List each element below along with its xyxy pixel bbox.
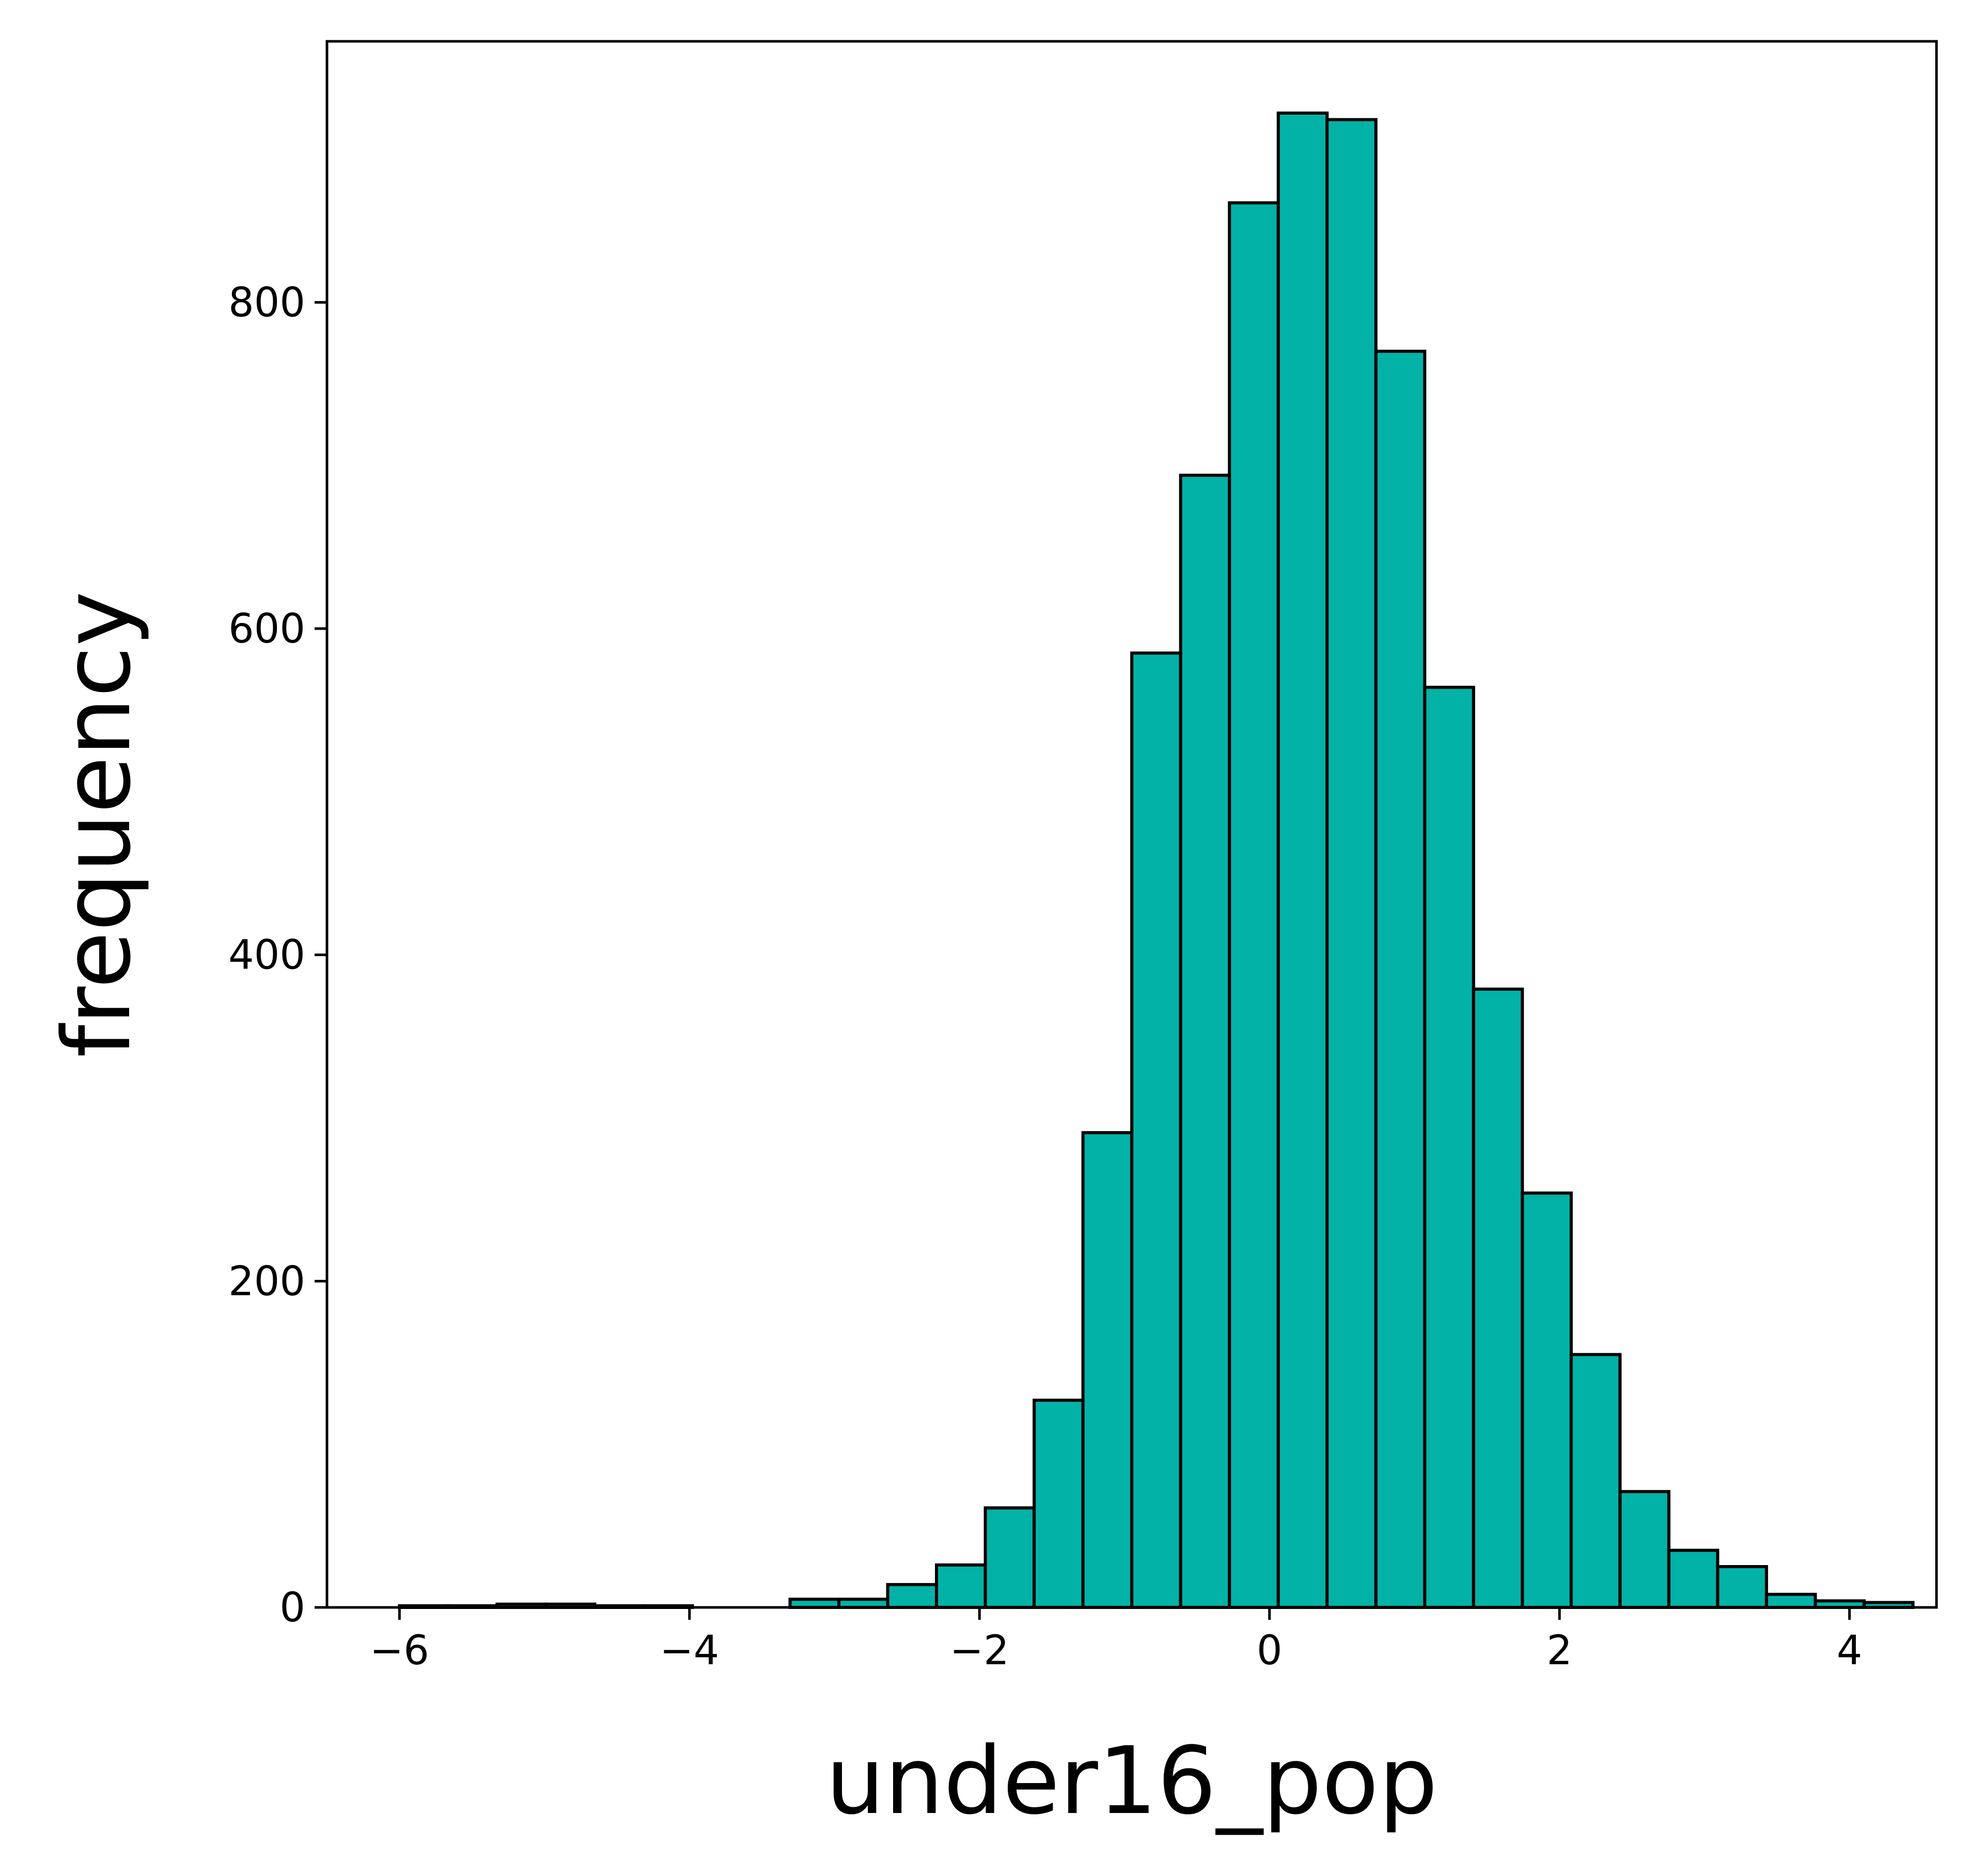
histogram-bar [983,1506,1036,1609]
x-axis-title: under16_pop [826,1727,1438,1835]
x-tick-label: −4 [660,1628,719,1674]
histogram-bar [1569,1353,1622,1609]
histogram-bar [1276,111,1329,1609]
histogram-bar [1472,987,1524,1609]
y-axis-title: frequency [43,591,151,1058]
y-tick-label: 800 [228,279,305,326]
x-tick-label: −6 [370,1628,429,1674]
y-tick-label: 600 [228,606,305,652]
histogram-bar [1033,1398,1085,1609]
y-axis-ticks: 0 200 400 600 800 [228,279,327,1631]
histogram-bar [1374,350,1427,1609]
x-tick-label: 0 [1257,1628,1283,1674]
y-tick-label: 400 [228,932,305,979]
y-tick-label: 200 [228,1258,305,1305]
x-tick-label: 4 [1837,1628,1863,1674]
histogram-bar [886,1583,939,1609]
histogram-bar [935,1563,987,1609]
histogram-bar [1521,1191,1573,1609]
histogram-bar [1423,685,1475,1609]
histogram-bar [1081,1131,1134,1609]
x-tick-label: −2 [950,1628,1009,1674]
x-tick-label: 2 [1547,1628,1572,1674]
y-tick-label: 0 [279,1585,305,1631]
histogram-bar [1325,118,1378,1609]
histogram-bar [1618,1490,1670,1609]
histogram-bars [398,111,1915,1609]
plot-frame [325,40,1938,1609]
histogram-bar [1179,474,1231,1609]
histogram-bar [1716,1565,1768,1609]
histogram-bar [1130,651,1182,1609]
histogram-bar [1228,201,1280,1609]
x-axis-ticks: −6 −4 −2 0 2 4 [370,1607,1863,1674]
histogram-bar [1667,1549,1720,1609]
histogram-bar [1764,1592,1817,1609]
